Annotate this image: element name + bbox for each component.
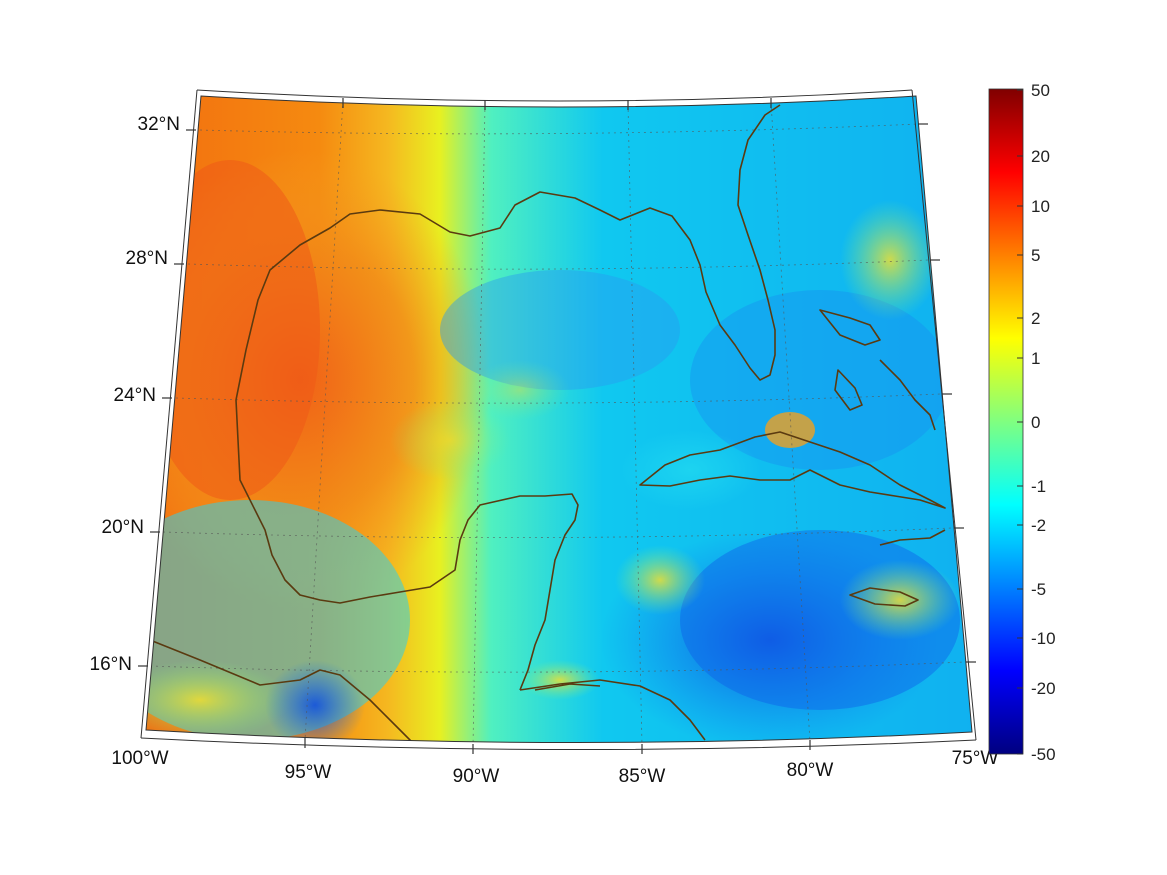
cuba xyxy=(639,431,946,509)
colorbar-label: 5 xyxy=(1031,246,1040,265)
lon-label-95: 95°W xyxy=(285,762,332,783)
lat-label-32: 32°N xyxy=(138,114,180,135)
map-frame xyxy=(140,89,977,751)
coastlines xyxy=(149,104,946,743)
lat-labels: 32°N 28°N 24°N 20°N 16°N xyxy=(90,114,180,675)
colorbar-label: -1 xyxy=(1031,477,1046,496)
lat-label-16: 16°N xyxy=(90,654,132,675)
us-gulf-coast xyxy=(235,104,781,441)
lat-label-24: 24°N xyxy=(114,385,156,406)
colorbar-label: 50 xyxy=(1031,81,1050,100)
colorbar-label: 1 xyxy=(1031,349,1040,368)
mexico-coast xyxy=(237,439,579,691)
graticule xyxy=(149,99,965,743)
color-field xyxy=(146,96,972,743)
colorbar-label: -2 xyxy=(1031,516,1046,535)
colorbar-label: 20 xyxy=(1031,147,1050,166)
lat-label-28: 28°N xyxy=(126,248,168,269)
pacific-coast xyxy=(149,639,416,743)
lon-label-90: 90°W xyxy=(453,766,500,787)
tick-marks xyxy=(138,98,976,754)
bahamas xyxy=(819,309,936,431)
colorbar-label: -50 xyxy=(1031,745,1056,764)
colorbar-label: 0 xyxy=(1031,413,1040,432)
honduras-coast xyxy=(534,683,601,691)
lon-labels: 100°W 95°W 90°W 85°W 80°W 75°W xyxy=(111,748,998,787)
lon-label-85: 85°W xyxy=(619,766,666,787)
lon-label-80: 80°W xyxy=(787,760,834,781)
colorbar-bar xyxy=(988,88,1024,755)
lat-label-20: 20°N xyxy=(102,517,144,538)
hispaniola-edge xyxy=(879,529,946,546)
central-america-coast xyxy=(519,679,706,741)
lon-label-75: 75°W xyxy=(952,748,999,769)
lon-label-100: 100°W xyxy=(111,748,168,769)
colorbar-label: 2 xyxy=(1031,309,1040,328)
colorbar-label: -10 xyxy=(1031,629,1056,648)
colorbar-label: -20 xyxy=(1031,679,1056,698)
jamaica xyxy=(849,587,919,607)
colorbar-label: -5 xyxy=(1031,580,1046,599)
colorbar-label: 10 xyxy=(1031,197,1050,216)
